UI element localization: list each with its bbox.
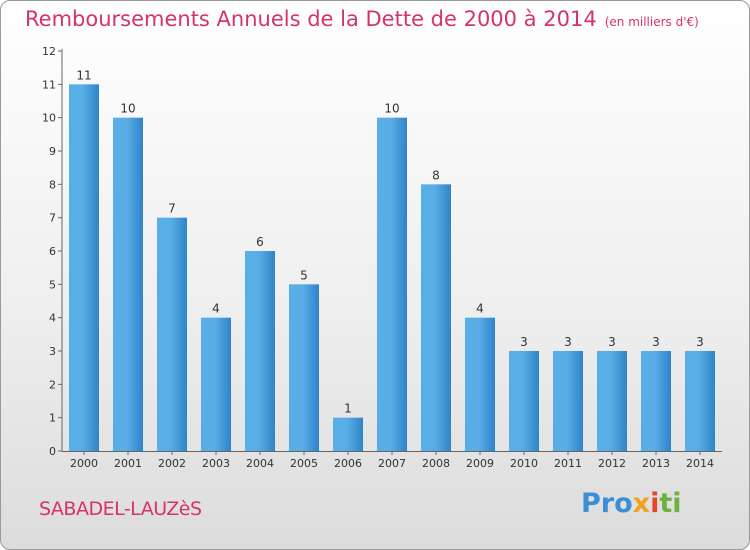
bar (333, 417, 363, 451)
commune-name: SABADEL-LAUZèS (39, 498, 202, 520)
x-tick-label: 2003 (202, 457, 230, 470)
data-label: 8 (432, 168, 440, 182)
title-unit: (en milliers d'€) (604, 15, 699, 29)
x-tick-label: 2000 (70, 457, 98, 470)
data-label: 1 (344, 402, 352, 416)
x-tick-label: 2009 (466, 457, 494, 470)
x-tick-label: 2014 (686, 457, 714, 470)
x-tick-label: 2006 (334, 457, 362, 470)
y-tick-label: 5 (49, 278, 56, 291)
x-tick-label: 2002 (158, 457, 186, 470)
bar (641, 351, 671, 451)
x-tick-label: 2001 (114, 457, 142, 470)
y-tick-label: 2 (49, 378, 56, 391)
y-tick-label: 0 (49, 445, 56, 458)
y-tick-label: 6 (49, 245, 56, 258)
data-label: 3 (652, 335, 660, 349)
bar (113, 117, 143, 452)
bar (509, 351, 539, 451)
x-tick-label: 2004 (246, 457, 274, 470)
data-label: 3 (520, 335, 528, 349)
y-tick-label: 1 (49, 412, 56, 425)
data-label: 10 (384, 102, 399, 116)
bar (465, 317, 495, 451)
bar (201, 317, 231, 451)
y-tick-label: 3 (49, 345, 56, 358)
y-tick-label: 12 (42, 45, 56, 58)
bar (245, 251, 275, 451)
data-label: 10 (120, 102, 135, 116)
chart-title: Remboursements Annuels de la Dette de 20… (25, 7, 699, 31)
bar (597, 351, 627, 451)
bar (157, 217, 187, 451)
bar (69, 84, 99, 451)
data-label: 4 (476, 302, 484, 316)
bar (421, 184, 451, 452)
data-label: 3 (564, 335, 572, 349)
data-label: 3 (608, 335, 616, 349)
data-label: 6 (256, 235, 264, 249)
bar (289, 284, 319, 451)
x-tick-label: 2011 (554, 457, 582, 470)
y-tick-label: 4 (49, 312, 56, 325)
data-label: 11 (76, 68, 91, 82)
data-label: 7 (168, 202, 176, 216)
bar (553, 351, 583, 451)
y-tick-label: 7 (49, 212, 56, 225)
title-text: Remboursements Annuels de la Dette de 20… (25, 7, 597, 31)
y-tick-label: 11 (42, 78, 56, 91)
data-label: 3 (696, 335, 704, 349)
y-tick-label: 9 (49, 145, 56, 158)
bar (377, 117, 407, 452)
proxiti-logo: Proxiti (581, 488, 682, 519)
data-label: 4 (212, 302, 220, 316)
y-tick-label: 10 (42, 112, 56, 125)
data-label: 5 (300, 268, 308, 282)
x-tick-label: 2010 (510, 457, 538, 470)
x-tick-label: 2013 (642, 457, 670, 470)
x-tick-label: 2005 (290, 457, 318, 470)
y-tick-label: 8 (49, 178, 56, 191)
bar (685, 351, 715, 451)
x-tick-label: 2008 (422, 457, 450, 470)
x-tick-label: 2012 (598, 457, 626, 470)
x-tick-label: 2007 (378, 457, 406, 470)
